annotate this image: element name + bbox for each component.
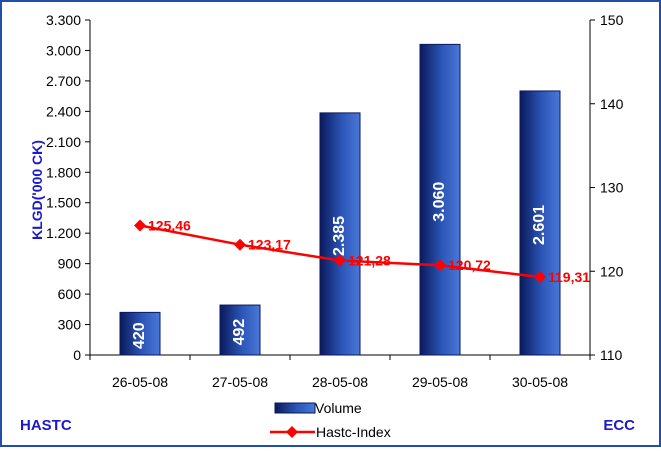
y-tick-label: 300 (58, 317, 82, 333)
y-tick-label: 2.100 (46, 134, 81, 150)
volume-bar-label: 2.385 (331, 216, 348, 256)
y2-tick-label: 110 (600, 347, 623, 363)
index-data-label: 125,46 (148, 218, 191, 234)
index-point (334, 254, 346, 267)
y-axis-title: KLGD('000 CK) (29, 140, 45, 240)
volume-bar (519, 90, 561, 356)
x-tick-label: 28-05-08 (312, 374, 368, 390)
volume-bar-label: 492 (231, 319, 248, 346)
legend: Volume Hastc-Index (270, 400, 391, 440)
volume-bar-label: 3.060 (431, 182, 448, 222)
x-tick-label: 29-05-08 (412, 374, 468, 390)
volume-bar (219, 304, 261, 356)
index-point (134, 219, 146, 232)
y-tick-label: 600 (58, 286, 82, 302)
y2-tick-label: 130 (600, 180, 624, 196)
volume-bar (319, 112, 361, 356)
y-tick-label: 1.200 (46, 225, 81, 241)
y-tick-label: 1.500 (46, 195, 81, 211)
volume-bar (119, 311, 161, 356)
volume-bar-label: 420 (131, 322, 148, 349)
y-tick-label: 900 (58, 256, 82, 272)
y-tick-label: 3.300 (46, 12, 81, 28)
index-point (234, 238, 246, 251)
legend-volume-swatch (274, 402, 316, 414)
x-tick-label: 26-05-08 (112, 374, 168, 390)
volume-bar (419, 43, 461, 356)
index-point (534, 271, 546, 284)
x-tick-label: 30-05-08 (512, 374, 568, 390)
x-tick-label: 27-05-08 (212, 374, 268, 390)
y-tick-label: 1.800 (46, 164, 81, 180)
index-data-label: 120,72 (448, 257, 491, 273)
y-tick-label: 3.000 (46, 42, 81, 58)
footer-left-label: HASTC (20, 417, 72, 434)
legend-index-marker (286, 426, 298, 438)
y2-tick-label: 120 (600, 263, 624, 279)
y-tick-label: 2.700 (46, 73, 81, 89)
legend-index-label: Hastc-Index (316, 424, 391, 440)
volume-bar-label: 2.601 (531, 205, 548, 245)
index-data-label: 119,31 (548, 269, 590, 285)
y-tick-label: 2.400 (46, 103, 81, 119)
footer-right-label: ECC (603, 417, 635, 434)
y-tick-label: 0 (73, 347, 81, 363)
y2-tick-label: 140 (600, 96, 624, 112)
index-data-label: 121,28 (348, 253, 391, 269)
index-point (434, 259, 446, 272)
index-data-label: 123,17 (248, 237, 291, 253)
legend-volume-label: Volume (315, 400, 362, 416)
y2-tick-label: 150 (600, 12, 624, 28)
